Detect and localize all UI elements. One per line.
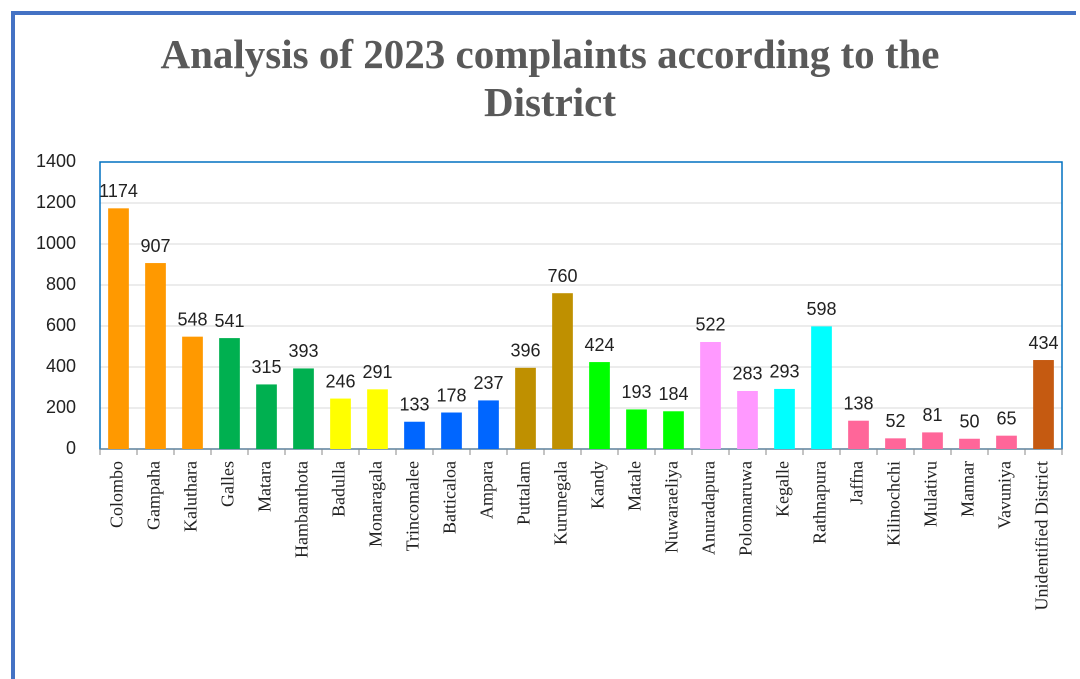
x-tick-label: Trincomalee <box>403 461 423 551</box>
x-tick-label: Hambanthota <box>292 461 312 558</box>
data-label: 52 <box>885 411 905 431</box>
bar <box>441 412 462 449</box>
x-tick-label: Polonnaruwa <box>736 461 756 556</box>
x-tick-label: Matara <box>255 461 275 512</box>
x-tick-label: Monaragala <box>366 461 386 547</box>
data-label: 1174 <box>99 181 138 201</box>
x-tick-label: Kilinochchi <box>884 461 904 546</box>
data-label: 237 <box>473 373 503 393</box>
x-tick-label: Galles <box>218 461 238 507</box>
data-label: 434 <box>1028 333 1058 353</box>
x-tick-label: Badulla <box>329 461 349 517</box>
data-label: 393 <box>288 341 318 361</box>
x-tick-label: Mulativu <box>921 461 941 527</box>
y-tick-label: 0 <box>66 438 76 458</box>
bar <box>848 420 869 449</box>
bar <box>589 362 610 449</box>
x-tick-label: Nuwaraeliya <box>662 461 682 553</box>
x-tick-label: Kaluthara <box>181 461 201 532</box>
x-tick-label: Kandy <box>588 461 608 509</box>
x-tick-label: Jaffna <box>847 461 867 505</box>
bar <box>219 338 240 449</box>
bar <box>145 263 166 449</box>
chart-title: Analysis of 2023 complaints according to… <box>160 31 940 125</box>
bar <box>959 438 980 449</box>
y-tick-label: 1400 <box>36 151 76 171</box>
y-tick-label: 1200 <box>36 192 76 212</box>
data-label: 246 <box>325 371 355 391</box>
bar <box>811 326 832 449</box>
x-tick-label: Anuradapura <box>699 461 719 555</box>
bar <box>182 336 203 449</box>
data-label: 133 <box>399 394 429 414</box>
bar <box>737 390 758 449</box>
data-label: 541 <box>214 311 244 331</box>
bar <box>885 438 906 449</box>
data-label: 291 <box>362 362 392 382</box>
data-label: 193 <box>621 382 651 402</box>
bar <box>663 411 684 449</box>
data-label: 760 <box>547 266 577 286</box>
data-label: 315 <box>251 357 281 377</box>
bar <box>552 293 573 449</box>
x-tick-label: Unidentified District <box>1032 461 1052 610</box>
x-tick-label: Colombo <box>107 461 127 528</box>
data-label: 522 <box>695 315 725 335</box>
bar <box>367 389 388 449</box>
data-label: 184 <box>658 384 688 404</box>
x-tick-label: Gampaha <box>144 461 164 530</box>
bar <box>774 388 795 449</box>
data-label: 178 <box>436 385 466 405</box>
y-tick-label: 200 <box>46 397 76 417</box>
x-tick-label: Rathnapura <box>810 461 830 544</box>
y-tick-label: 400 <box>46 356 76 376</box>
data-label: 138 <box>843 393 873 413</box>
data-label: 548 <box>177 309 207 329</box>
data-label: 283 <box>732 364 762 384</box>
bar <box>700 341 721 449</box>
x-tick-label: Kegalle <box>773 461 793 517</box>
data-label: 293 <box>769 362 799 382</box>
bar <box>404 421 425 449</box>
bar <box>515 367 536 449</box>
data-label: 50 <box>959 412 979 432</box>
x-tick-label: Mannar <box>958 461 978 517</box>
bar <box>256 384 277 449</box>
y-tick-label: 1000 <box>36 233 76 253</box>
plot-border <box>99 161 1063 450</box>
bar <box>922 432 943 449</box>
data-label: 907 <box>140 236 170 256</box>
bar <box>108 208 129 449</box>
x-tick-label: Ampara <box>477 461 497 519</box>
y-tick-label: 800 <box>46 274 76 294</box>
x-tick-label: Matale <box>625 461 645 511</box>
y-tick-label: 600 <box>46 315 76 335</box>
data-label: 396 <box>510 341 540 361</box>
data-label: 598 <box>806 299 836 319</box>
x-tick-label: Puttalam <box>514 461 534 525</box>
data-label: 424 <box>584 335 614 355</box>
bar <box>996 435 1017 449</box>
bar <box>478 400 499 449</box>
x-tick-label: Batticaloa <box>440 461 460 534</box>
x-tick-label: Vavuniya <box>995 461 1015 529</box>
bar <box>293 368 314 449</box>
data-label: 81 <box>922 405 942 425</box>
bar <box>626 409 647 449</box>
x-tick-label: Kurunegala <box>551 461 571 545</box>
bar <box>1033 360 1054 449</box>
data-label: 65 <box>996 408 1016 428</box>
bar <box>330 398 351 449</box>
